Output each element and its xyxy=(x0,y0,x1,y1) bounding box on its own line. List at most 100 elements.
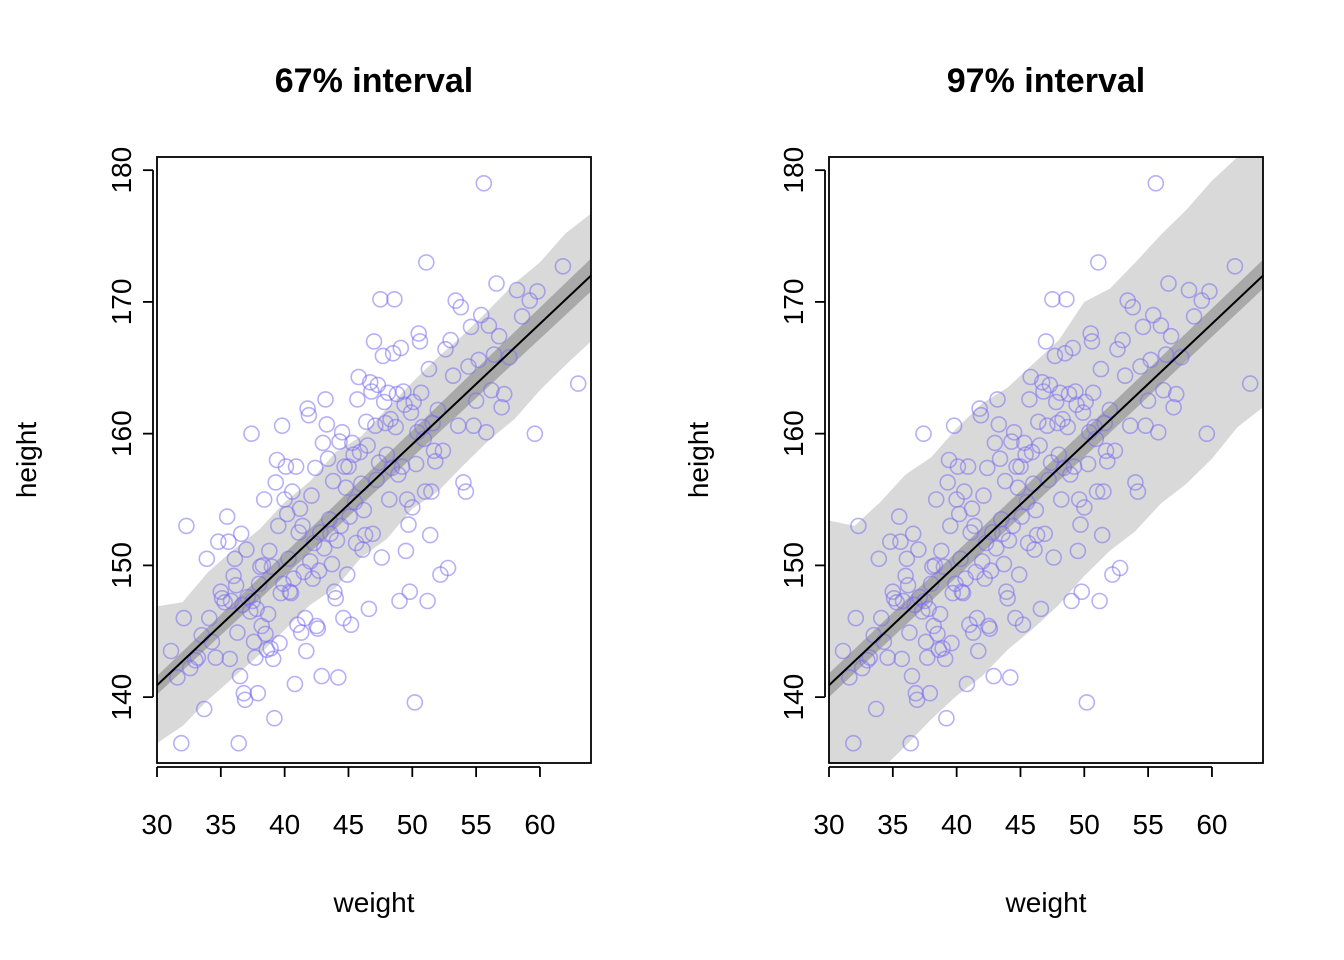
data-point xyxy=(936,650,954,668)
data-point xyxy=(1082,325,1099,342)
data-point xyxy=(841,669,858,686)
data-point xyxy=(419,592,436,610)
data-point xyxy=(1072,516,1089,533)
data-point xyxy=(263,558,281,576)
data-point xyxy=(235,684,253,702)
chart-title: 97% interval xyxy=(947,62,1145,100)
data-point xyxy=(421,526,439,544)
data-point xyxy=(901,624,918,641)
data-point xyxy=(1185,308,1203,325)
data-point xyxy=(452,298,470,316)
data-point xyxy=(442,331,459,349)
data-point xyxy=(420,360,438,378)
data-point xyxy=(944,584,962,602)
y-tick-label: 170 xyxy=(778,279,809,326)
data-point xyxy=(1030,413,1047,431)
data-point xyxy=(324,472,342,490)
y-tick-label: 160 xyxy=(778,410,809,457)
data-point xyxy=(259,605,277,623)
data-point xyxy=(273,417,291,435)
data-point xyxy=(1067,383,1084,400)
data-point xyxy=(987,539,1005,557)
data-point xyxy=(243,425,260,443)
data-point xyxy=(410,325,428,342)
data-point xyxy=(924,558,941,576)
data-point xyxy=(513,308,531,325)
data-point xyxy=(958,675,976,693)
data-point xyxy=(1001,669,1019,686)
y-tick-label: 140 xyxy=(106,674,137,721)
data-point xyxy=(255,491,273,508)
data-point xyxy=(425,442,443,460)
x-tick-label: 50 xyxy=(397,809,428,840)
x-tick-label: 40 xyxy=(269,809,300,840)
data-point xyxy=(187,651,204,669)
data-point xyxy=(994,525,1011,543)
data-point xyxy=(271,634,288,652)
data-point xyxy=(1101,401,1119,419)
data-point xyxy=(1064,339,1082,357)
data-point xyxy=(310,562,328,580)
data-point xyxy=(1142,351,1159,369)
data-point xyxy=(1058,290,1075,308)
data-point xyxy=(213,589,231,607)
data-point xyxy=(969,642,987,660)
data-point xyxy=(1074,404,1092,421)
data-point xyxy=(1005,423,1023,441)
data-point xyxy=(1180,281,1198,299)
x-axis-label: weight xyxy=(1005,887,1087,918)
data-point xyxy=(966,517,983,535)
data-point xyxy=(939,474,957,491)
data-point xyxy=(1162,327,1180,345)
data-point xyxy=(1014,616,1032,634)
data-point xyxy=(361,373,379,391)
x-tick-label: 35 xyxy=(877,809,908,840)
data-point xyxy=(982,562,1000,580)
data-point xyxy=(1039,417,1056,435)
y-axis-label: height xyxy=(683,422,714,499)
data-point xyxy=(1028,526,1046,544)
data-point xyxy=(1035,383,1052,400)
data-point xyxy=(989,391,1006,408)
data-point xyxy=(216,593,233,611)
data-point xyxy=(1041,376,1059,394)
data-point xyxy=(266,709,283,727)
data-point xyxy=(444,367,462,385)
data-point xyxy=(1062,466,1079,483)
data-point xyxy=(368,471,385,489)
data-point xyxy=(366,417,384,435)
data-point xyxy=(229,624,246,641)
data-point xyxy=(269,517,287,535)
data-point xyxy=(306,459,324,477)
data-point xyxy=(488,275,505,292)
x-tick-label: 35 xyxy=(205,809,236,840)
data-point xyxy=(1021,391,1038,408)
data-point xyxy=(225,567,242,585)
data-point xyxy=(222,592,240,610)
data-point xyxy=(1059,418,1076,436)
data-point xyxy=(890,508,908,525)
data-point xyxy=(309,620,327,637)
data-point xyxy=(897,567,914,585)
data-point xyxy=(400,516,417,533)
data-point xyxy=(1139,392,1157,410)
data-point xyxy=(1053,491,1070,508)
data-point xyxy=(349,391,366,408)
y-tick-label: 150 xyxy=(106,542,137,589)
data-point xyxy=(462,318,480,336)
data-point xyxy=(935,558,953,576)
data-point xyxy=(260,542,278,560)
data-point xyxy=(1044,290,1061,308)
data-point xyxy=(434,442,452,460)
plot-area xyxy=(157,175,591,752)
data-point xyxy=(885,589,903,607)
data-point xyxy=(267,474,285,491)
data-point xyxy=(372,290,389,308)
data-point xyxy=(1033,373,1051,391)
data-point xyxy=(921,684,939,702)
data-point xyxy=(999,589,1017,607)
data-point xyxy=(500,348,518,366)
data-point xyxy=(245,633,263,651)
data-point xyxy=(1150,423,1167,441)
data-point xyxy=(920,600,937,618)
